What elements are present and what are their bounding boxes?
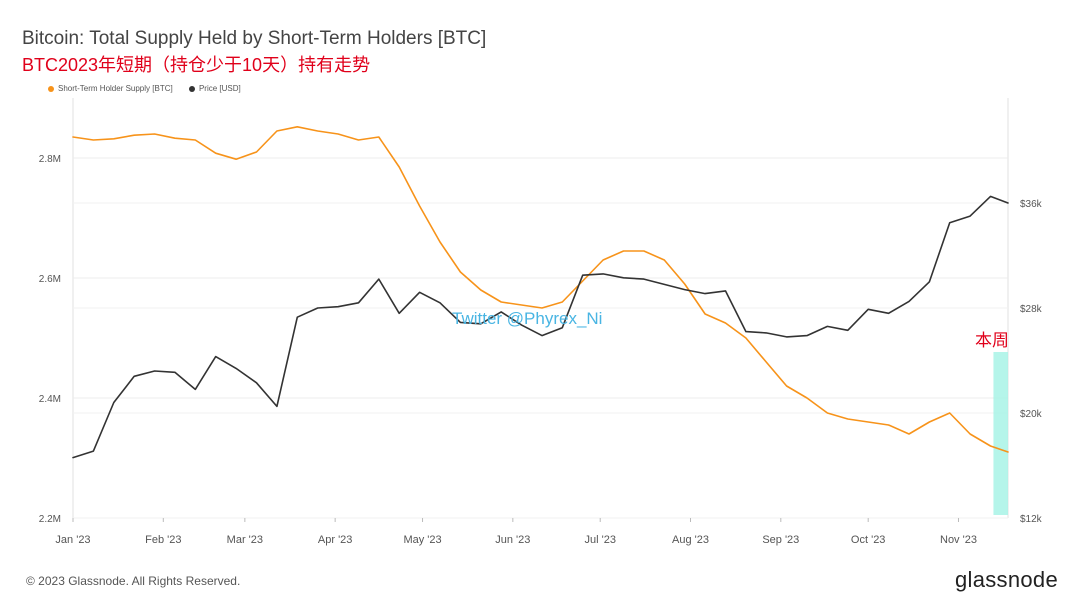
watermark-text: Twitter @Phyrex_Ni	[452, 309, 603, 328]
x-tick-label: Nov '23	[940, 534, 977, 546]
x-tick-label: Feb '23	[145, 534, 181, 546]
y-left-tick-label: 2.8M	[39, 154, 61, 165]
x-tick-label: Oct '23	[851, 534, 886, 546]
this-week-label: 本周	[975, 331, 1009, 350]
y-right-tick-label: $12k	[1020, 514, 1043, 525]
x-tick-label: Sep '23	[762, 534, 799, 546]
x-tick-label: Apr '23	[318, 534, 353, 546]
legend-item-price[interactable]: Price [USD]	[188, 84, 241, 93]
series-line-supply	[72, 126, 1009, 453]
glassnode-logo: glassnode	[955, 567, 1058, 592]
y-right-tick-label: $28k	[1020, 304, 1043, 315]
legend-item-supply[interactable]: Short-Term Holder Supply [BTC]	[48, 84, 173, 93]
legend: Short-Term Holder Supply [BTC] Price [US…	[48, 84, 255, 93]
y-left-tick-label: 2.6M	[39, 274, 61, 285]
y-left-tick-label: 2.4M	[39, 394, 61, 405]
legend-swatch-price	[188, 85, 195, 92]
legend-swatch-supply	[48, 85, 54, 92]
x-tick-label: Jul '23	[584, 534, 615, 546]
legend-label-price: Price [USD]	[198, 84, 241, 93]
series-line-price	[72, 195, 1009, 459]
this-week-highlight-band	[993, 352, 1008, 515]
x-tick-label: Jun '23	[495, 534, 530, 546]
x-tick-label: Aug '23	[672, 534, 709, 546]
y-left-tick-label: 2.2M	[39, 514, 61, 525]
y-right-tick-label: $20k	[1020, 409, 1043, 420]
x-tick-label: Mar '23	[227, 534, 263, 546]
legend-label-supply: Short-Term Holder Supply [BTC]	[58, 84, 173, 93]
y-right-tick-label: $36k	[1020, 199, 1043, 210]
chart-title: Bitcoin: Total Supply Held by Short-Term…	[22, 28, 487, 49]
copyright-text: © 2023 Glassnode. All Rights Reserved.	[26, 574, 241, 588]
x-tick-label: Jan '23	[55, 534, 90, 546]
chart-subtitle: BTC2023年短期（持仓少于10天）持有走势	[22, 55, 371, 75]
x-tick-label: May '23	[403, 534, 441, 546]
